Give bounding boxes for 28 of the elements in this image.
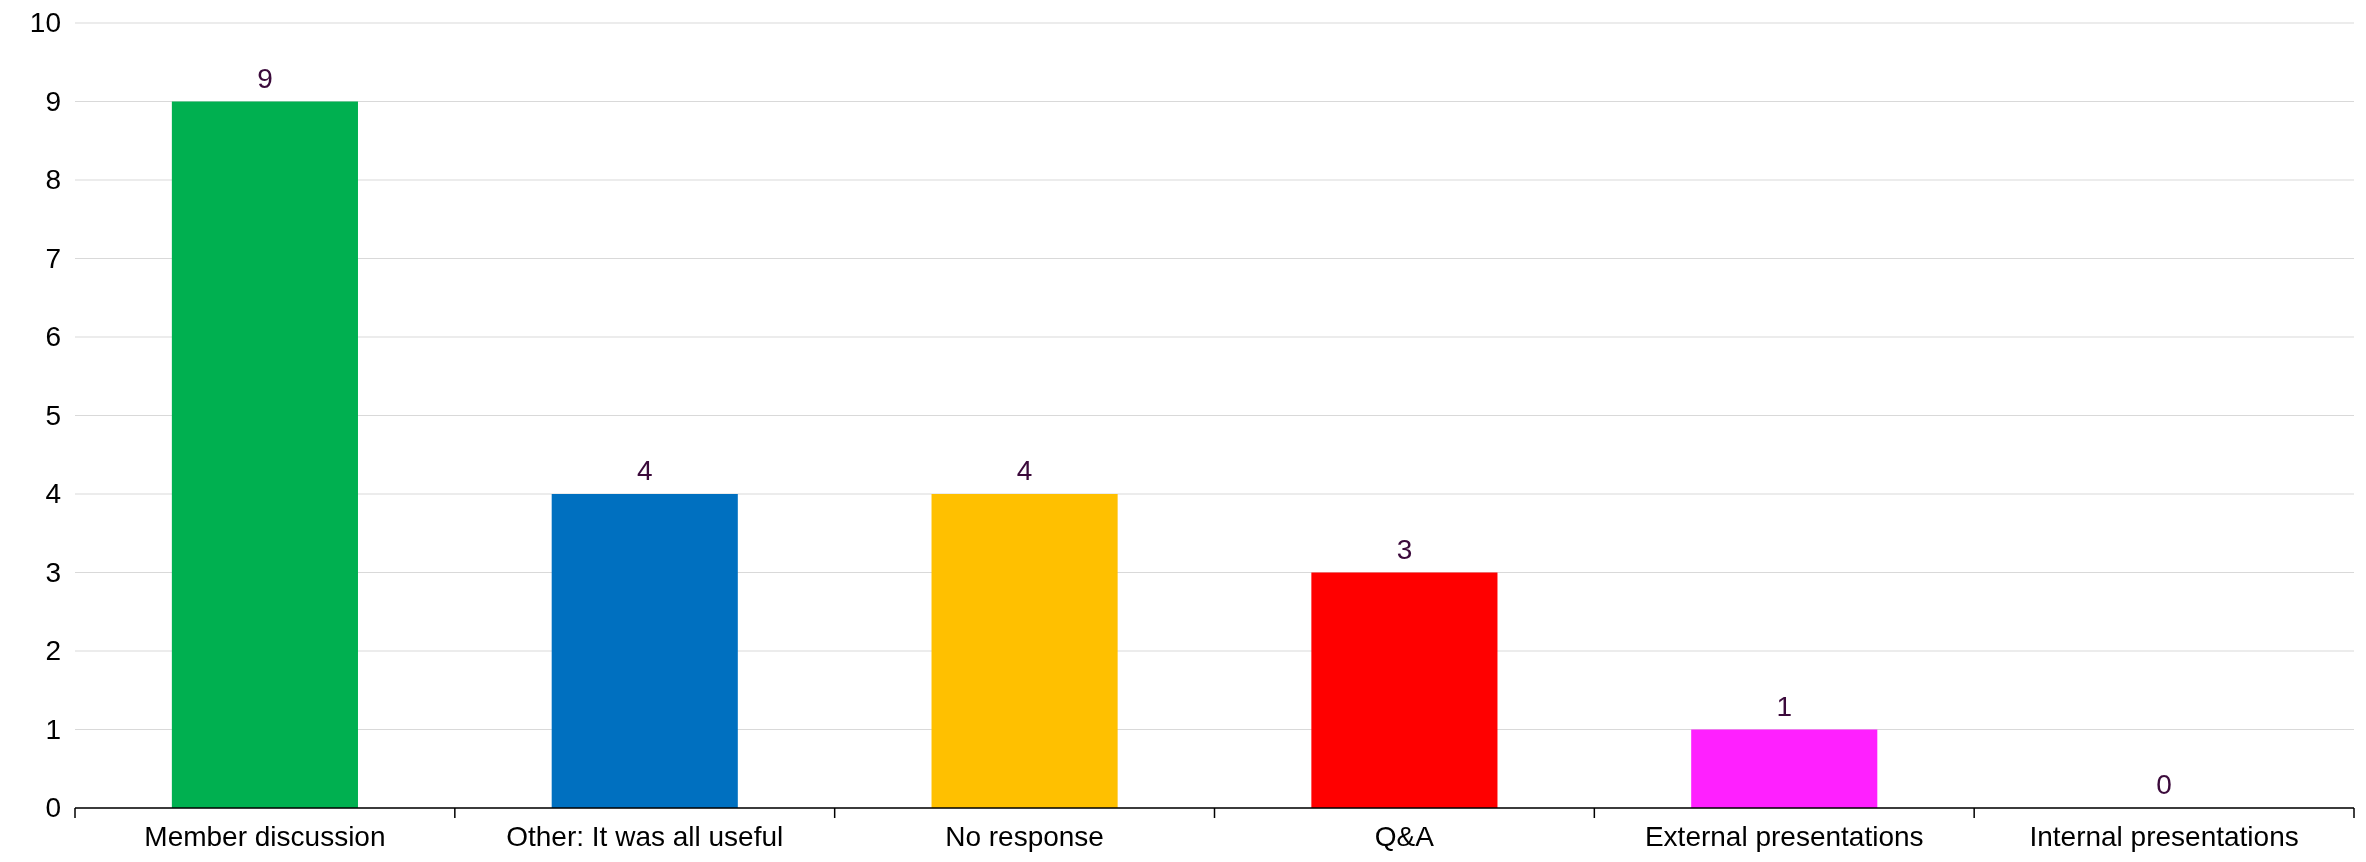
x-tick-label: Member discussion <box>144 821 386 852</box>
data-label: 0 <box>2156 769 2172 800</box>
data-label: 1 <box>1776 690 1793 722</box>
data-label: 4 <box>1016 455 1033 486</box>
x-tick-label: Internal presentations <box>2029 821 2299 852</box>
bar <box>171 101 358 808</box>
bar <box>931 494 1118 808</box>
y-tick-label: 7 <box>45 242 61 274</box>
x-tick-label: Other: It was all useful <box>506 821 784 852</box>
bar <box>551 494 738 808</box>
y-tick-label: 10 <box>29 7 61 39</box>
data-label: 4 <box>636 455 653 486</box>
bar <box>1691 729 1878 808</box>
y-tick-label: 3 <box>45 556 61 588</box>
y-tick-label: 6 <box>45 321 61 353</box>
y-tick-label: 8 <box>45 164 61 196</box>
x-tick-label: External presentations <box>1644 821 1924 852</box>
y-tick-label: 4 <box>45 478 61 510</box>
y-tick-label: 2 <box>45 635 61 667</box>
y-tick-label: 0 <box>45 792 61 824</box>
data-label: 3 <box>1396 533 1413 565</box>
bar <box>1311 572 1498 808</box>
y-tick-label: 1 <box>45 713 61 745</box>
data-label: 9 <box>257 62 273 94</box>
y-tick-label: 9 <box>45 85 61 117</box>
y-tick-label: 5 <box>45 399 61 431</box>
x-tick-label: No response <box>945 821 1104 852</box>
x-tick-label: Q&A <box>1374 821 1435 852</box>
